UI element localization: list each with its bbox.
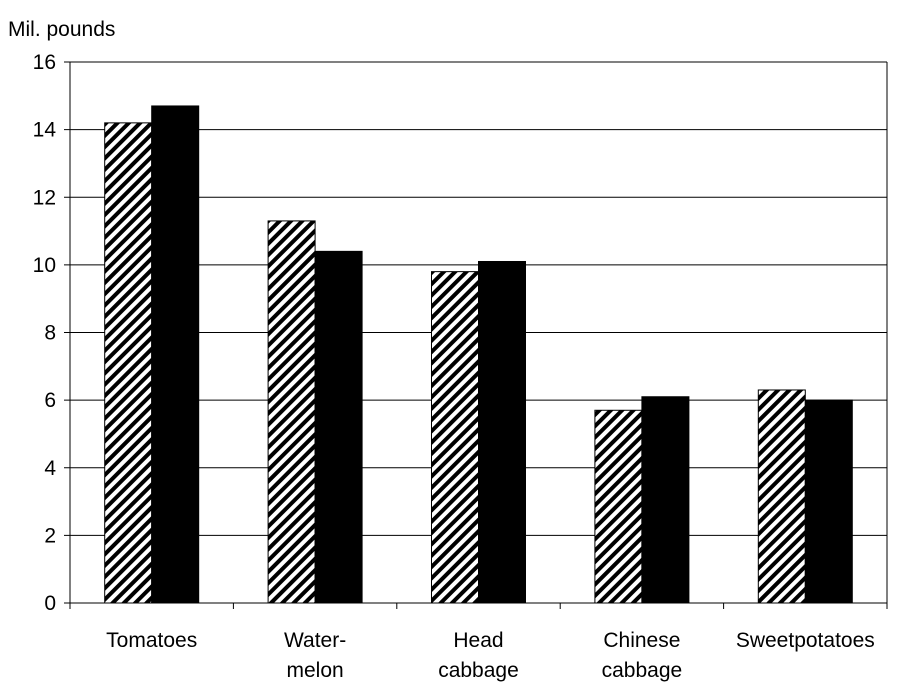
x-category-label-line: Sweetpotatoes	[736, 629, 875, 652]
bar-series-1-2	[267, 220, 316, 604]
bar-series-2-2	[314, 250, 363, 604]
x-axis-labels: Tomatoes Water-melon Head cabbage Chinese cab…	[69, 603, 888, 682]
x-category-label-line: Tomatoes	[106, 629, 197, 652]
y-tick-label: 12	[33, 186, 56, 209]
x-category-label: Chinese cabbage	[602, 629, 683, 682]
y-tick-label: 4	[44, 457, 56, 480]
axes	[69, 61, 888, 604]
x-category-label: Water-melon	[284, 629, 346, 682]
y-tick-label: 10	[33, 254, 56, 277]
y-tick-label: 8	[44, 322, 56, 345]
y-tick-label: 2	[44, 524, 56, 547]
y-axis-label: Mil. pounds	[8, 18, 115, 41]
y-tick-label: 0	[44, 592, 56, 615]
bar-series-1-4	[594, 409, 643, 604]
bar-series-1-5	[757, 389, 806, 604]
bar-series-2-1	[151, 105, 200, 604]
bar-series-2-5	[804, 399, 853, 604]
y-tick-label: 16	[33, 51, 56, 74]
bar-series-2-4	[641, 396, 690, 604]
y-axis-ticks: 0 2 4 6 8 10 12 14 16	[33, 51, 70, 615]
y-tick-label: 6	[44, 389, 56, 412]
x-category-label: Head cabbage	[438, 629, 519, 682]
bars	[104, 105, 853, 604]
x-category-label: Tomatoes	[106, 629, 197, 652]
bar-series-1-3	[431, 271, 479, 604]
bar-series-1-1	[104, 122, 153, 604]
x-category-label: Sweetpotatoes	[736, 629, 875, 652]
x-category-label-line: cabbage	[602, 659, 683, 682]
y-tick-label: 14	[33, 119, 57, 142]
x-category-label-line: Head	[453, 629, 503, 652]
x-category-label-line: Chinese	[603, 629, 680, 652]
x-category-label-line: Water-	[284, 629, 346, 652]
bar-series-2-3	[478, 260, 526, 604]
x-category-label-line: cabbage	[438, 659, 519, 682]
x-category-label-line: melon	[286, 659, 343, 682]
